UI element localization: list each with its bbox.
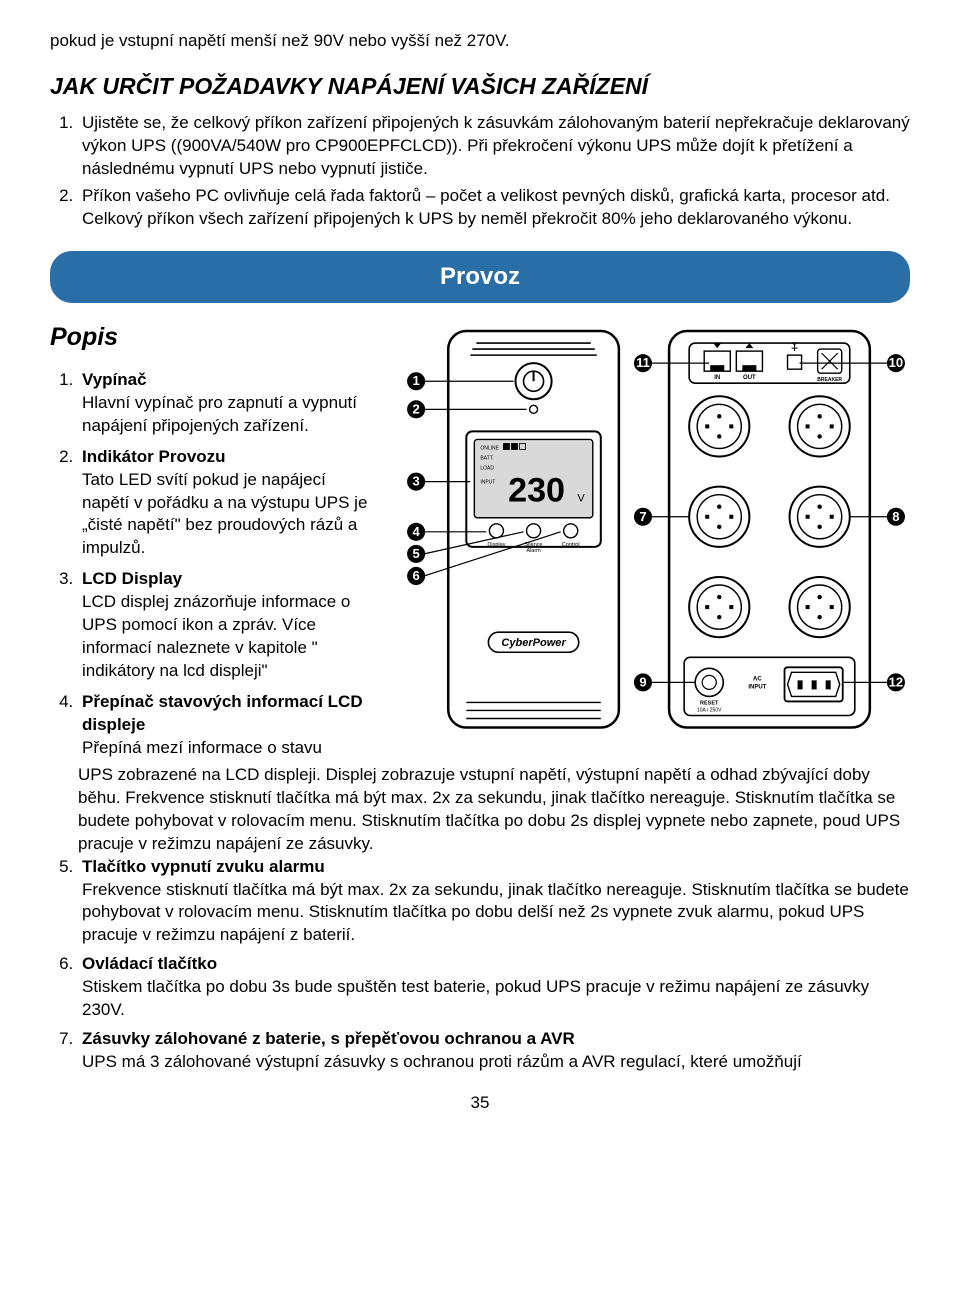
svg-text:ONLINE: ONLINE — [480, 446, 499, 452]
desc-body-start: Přepíná mezí informace o stavu — [82, 738, 322, 757]
desc-item: LCD Display LCD displej znázorňuje infor… — [78, 568, 370, 683]
svg-text:4: 4 — [412, 524, 420, 539]
svg-text:IN: IN — [714, 375, 720, 381]
desc-body: UPS má 3 zálohované výstupní zásuvky s o… — [82, 1052, 802, 1071]
desc-title: Vypínač — [82, 370, 147, 389]
svg-text:2: 2 — [412, 401, 419, 416]
svg-text:12: 12 — [889, 674, 904, 689]
heading-popis: Popis — [50, 321, 370, 355]
svg-text:5: 5 — [412, 546, 419, 561]
svg-text:V: V — [577, 493, 585, 505]
svg-text:INPUT: INPUT — [748, 684, 766, 690]
desc-body-cont: UPS zobrazené na LCD displeji. Displej z… — [78, 765, 900, 853]
req-item: Příkon vašeho PC ovlivňuje celá řada fak… — [78, 185, 910, 231]
desc-item: Přepínač stavových informací LCD displej… — [78, 691, 370, 760]
desc-title: Zásuvky zálohované z baterie, s přepěťov… — [82, 1029, 575, 1048]
page-number: 35 — [50, 1092, 910, 1115]
svg-text:10: 10 — [889, 355, 904, 370]
svg-text:RESET: RESET — [700, 701, 719, 707]
svg-text:BREAKER: BREAKER — [817, 377, 842, 383]
desc-title: LCD Display — [82, 569, 182, 588]
desc-body: LCD displej znázorňuje informace o UPS p… — [82, 592, 350, 680]
req-item: Ujistěte se, že celkový příkon zařízení … — [78, 112, 910, 181]
svg-text:3: 3 — [412, 474, 419, 489]
desc-body: Stiskem tlačítka po dobu 3s bude spuštěn… — [82, 977, 869, 1019]
svg-text:10A / 250V: 10A / 250V — [697, 708, 722, 714]
svg-text:11: 11 — [636, 355, 650, 370]
svg-text:230: 230 — [508, 472, 565, 510]
desc-title: Ovládací tlačítko — [82, 954, 217, 973]
ups-diagram: ONLINE BATT. LOAD 230 V INPUT — [388, 317, 910, 760]
desc-item: Vypínač Hlavní vypínač pro zapnutí a vyp… — [78, 369, 370, 438]
desc-body: Frekvence stisknutí tlačítka má být max.… — [82, 880, 909, 945]
svg-text:INPUT: INPUT — [480, 480, 495, 486]
desc-item: Tlačítko vypnutí zvuku alarmu Frekvence … — [78, 856, 910, 948]
svg-text:CyberPower: CyberPower — [501, 637, 566, 649]
svg-text:AC: AC — [753, 676, 762, 682]
svg-text:1: 1 — [412, 373, 419, 388]
requirements-list: Ujistěte se, že celkový příkon zařízení … — [50, 112, 910, 231]
intro-text: pokud je vstupní napětí menší než 90V ne… — [50, 30, 910, 53]
svg-text:OUT: OUT — [743, 375, 756, 381]
desc-body: Tato LED svítí pokud je napájecí napětí … — [82, 470, 367, 558]
heading-requirements: JAK URČIT POŽADAVKY NAPÁJENÍ VAŠICH ZAŘÍ… — [50, 71, 910, 102]
desc-item: Indikátor Provozu Tato LED svítí pokud j… — [78, 446, 370, 561]
section-banner-provoz: Provoz — [50, 251, 910, 303]
svg-text:7: 7 — [639, 509, 646, 524]
desc-title: Přepínač stavových informací LCD displej… — [82, 692, 363, 734]
description-list-bottom: Tlačítko vypnutí zvuku alarmu Frekvence … — [50, 856, 910, 1074]
desc-item: Ovládací tlačítko Stiskem tlačítka po do… — [78, 953, 910, 1022]
svg-text:Control: Control — [562, 542, 580, 548]
svg-text:Display: Display — [487, 542, 505, 548]
svg-text:BATT.: BATT. — [480, 456, 493, 462]
desc-title: Indikátor Provozu — [82, 447, 226, 466]
svg-text:Alarm: Alarm — [526, 548, 541, 554]
svg-text:8: 8 — [892, 509, 899, 524]
desc-body: Hlavní vypínač pro zapnutí a vypnutí nap… — [82, 393, 357, 435]
ups-svg: ONLINE BATT. LOAD 230 V INPUT — [388, 321, 910, 753]
rear-unit: IN OUT BREAKER — [669, 331, 870, 728]
description-list-left: Vypínač Hlavní vypínač pro zapnutí a vyp… — [50, 369, 370, 760]
front-unit: ONLINE BATT. LOAD 230 V INPUT — [448, 331, 619, 728]
desc-item: Zásuvky zálohované z baterie, s přepěťov… — [78, 1028, 910, 1074]
svg-text:6: 6 — [412, 568, 419, 583]
desc-title: Tlačítko vypnutí zvuku alarmu — [82, 857, 325, 876]
svg-text:9: 9 — [639, 674, 646, 689]
description-continuation: UPS zobrazené na LCD displeji. Displej z… — [50, 764, 910, 1074]
svg-text:LOAD: LOAD — [480, 466, 494, 472]
